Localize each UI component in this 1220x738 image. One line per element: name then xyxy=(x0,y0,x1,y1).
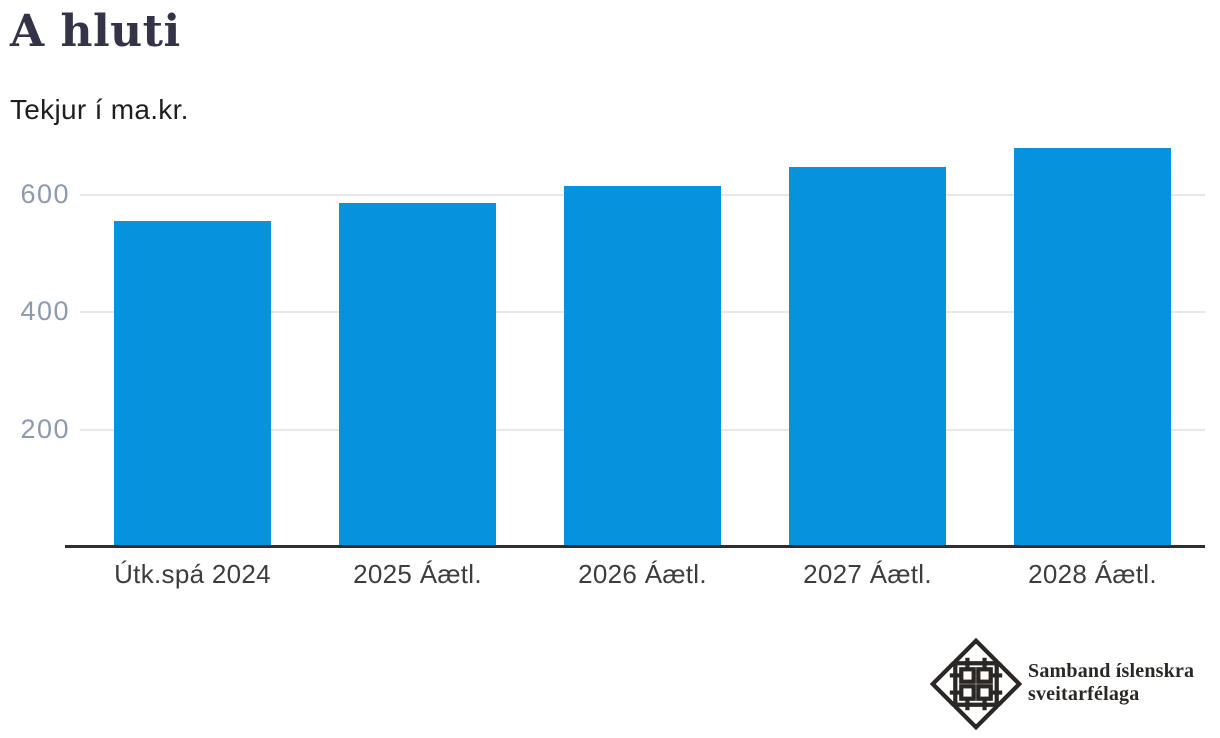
samband-logo-text: Samband íslenskra sveitarfélaga xyxy=(1028,660,1194,706)
bar-Útk.spá 2024[interactable] xyxy=(114,220,271,547)
x-tick-label-2028 Áætl.: 2028 Áætl. xyxy=(1028,559,1157,589)
samband-logo: Samband íslenskra sveitarfélaga xyxy=(930,638,1210,734)
chart-subtitle: Tekjur í ma.kr. xyxy=(10,94,189,125)
y-tick-label-200: 200 xyxy=(20,413,70,444)
samband-knot-emblem-icon xyxy=(930,638,1022,730)
bar-2028 Áætl.[interactable] xyxy=(1014,148,1171,547)
y-tick-label-400: 400 xyxy=(20,296,70,327)
samband-logo-line1: Samband íslenskra xyxy=(1028,660,1195,682)
samband-logo-line2: sveitarfélaga xyxy=(1028,683,1140,705)
x-tick-label-2025 Áætl.: 2025 Áætl. xyxy=(353,559,482,589)
x-tick-label-2026 Áætl.: 2026 Áætl. xyxy=(578,559,707,589)
bar-2026 Áætl.[interactable] xyxy=(564,186,721,547)
x-axis-line xyxy=(65,545,1205,548)
x-tick-label-2027 Áætl.: 2027 Áætl. xyxy=(803,559,932,589)
chart-title: A hluti xyxy=(10,6,181,57)
y-tick-label-600: 600 xyxy=(20,178,70,209)
x-tick-label-Útk.spá 2024: Útk.spá 2024 xyxy=(114,559,271,589)
bar-2025 Áætl.[interactable] xyxy=(339,202,496,547)
bar-2027 Áætl.[interactable] xyxy=(789,166,946,547)
